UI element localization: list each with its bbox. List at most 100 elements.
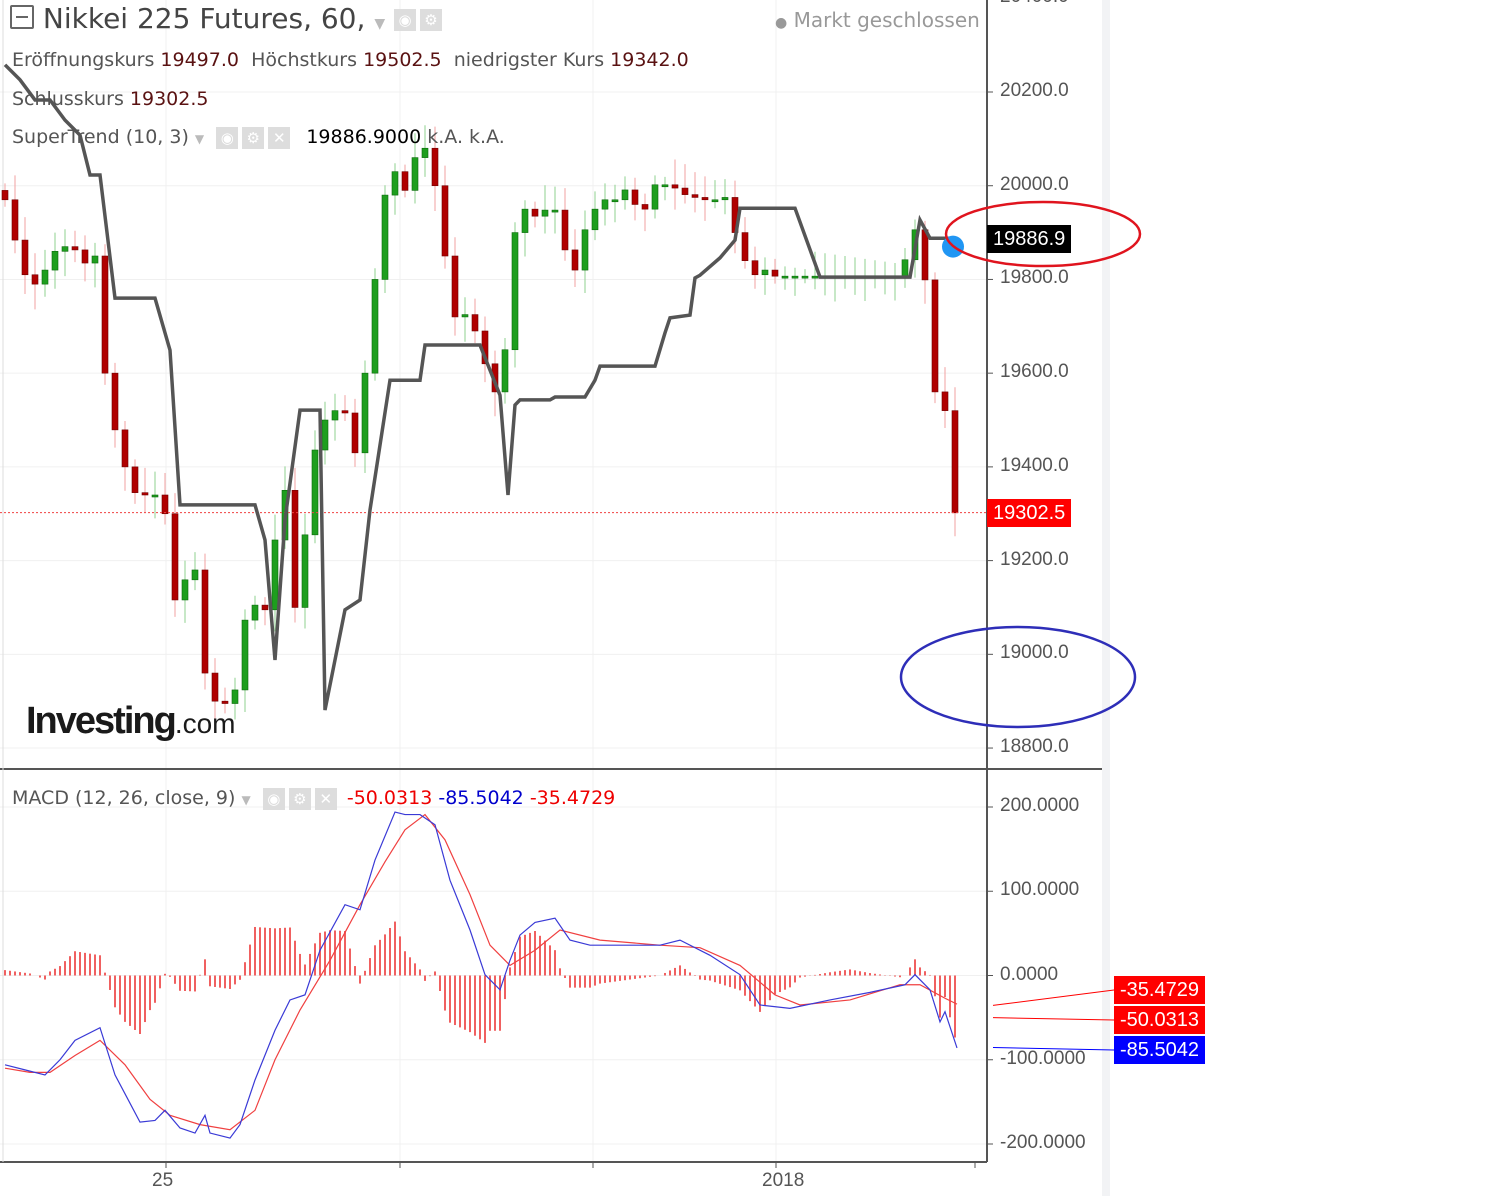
supertrend-price-label: 19886.9 [987, 225, 1072, 253]
macd-line [4, 811, 958, 1139]
candlestick [591, 208, 599, 231]
candlestick [941, 391, 949, 411]
candlestick [421, 147, 429, 158]
gear-icon[interactable]: ⚙ [420, 9, 442, 31]
macd-axis-tick-label: 200.0000 [1000, 795, 1080, 816]
candlestick [681, 187, 689, 195]
investing-logo: Investing.com [26, 700, 236, 742]
candlestick [661, 184, 669, 188]
macd-label-connector [992, 1017, 1115, 1021]
candlestick [581, 229, 589, 271]
chart-title-row: Nikkei 225 Futures, 60, ▼ ◉ ⚙ [10, 2, 446, 35]
candlestick [81, 249, 89, 264]
macd-label-connector [992, 989, 1115, 1006]
close-label: Schlusskurs [12, 88, 124, 110]
macd-signal-line [4, 813, 958, 1131]
price-axis-tick-label: 19000.0 [1000, 642, 1069, 664]
candlestick [231, 689, 239, 704]
candlestick [431, 147, 439, 187]
macd-histogram-value: -35.4729 [529, 787, 616, 809]
candlestick [71, 246, 79, 251]
eye-icon[interactable]: ◉ [262, 787, 285, 810]
chevron-down-icon[interactable]: ▼ [241, 793, 251, 807]
candlestick [691, 194, 699, 198]
candlestick [811, 275, 819, 279]
gear-icon[interactable]: ⚙ [288, 787, 311, 810]
close-icon[interactable]: ✕ [268, 126, 291, 149]
time-axis-tick-label: 25 [152, 1170, 174, 1191]
macd-histogram-label: -35.4729 [1114, 976, 1205, 1004]
eye-icon[interactable]: ◉ [394, 9, 416, 31]
chart-title: Nikkei 225 Futures, 60, [42, 2, 366, 35]
macd-axis-tick-label: 0.0000 [1000, 963, 1059, 985]
chevron-down-icon[interactable]: ▼ [194, 132, 205, 146]
price-axis-tick-label: 19400.0 [1000, 454, 1069, 476]
candlestick [291, 490, 299, 608]
close-icon[interactable]: ✕ [314, 787, 337, 810]
candlestick [361, 372, 369, 454]
candlestick [141, 492, 149, 496]
candlestick [91, 255, 99, 264]
annotation-ellipse-blue [899, 625, 1137, 729]
candlestick [311, 449, 319, 536]
supertrend-na-1: k.A. [427, 126, 463, 148]
candlestick [751, 260, 759, 276]
candlestick [381, 194, 389, 280]
candlestick [741, 232, 749, 261]
supertrend-legend: SuperTrend (10, 3) ▼ ◉ ⚙ ✕ 19886.9000 k.A.… [12, 126, 505, 149]
supertrend-line [3, 63, 950, 711]
candlestick [651, 184, 659, 210]
price-axis-tick-label: 19600.0 [1000, 361, 1069, 383]
candlestick [391, 171, 399, 196]
candlestick [121, 429, 129, 468]
macd-signal-value: -50.0313 [346, 787, 433, 809]
candlestick [261, 604, 269, 611]
chevron-down-icon[interactable]: ▼ [374, 16, 386, 32]
last-price-label: 19302.5 [987, 499, 1072, 527]
candlestick [521, 208, 529, 233]
candlestick [501, 349, 509, 393]
candlestick [101, 255, 109, 374]
candlestick [271, 539, 279, 611]
candlestick [611, 199, 619, 203]
candlestick [711, 199, 719, 203]
candlestick [451, 255, 459, 318]
candlestick [601, 199, 609, 210]
price-axis-tick-label: 19800.0 [1000, 267, 1069, 289]
supertrend-label[interactable]: SuperTrend (10, 3) [12, 126, 189, 148]
candlestick [11, 199, 19, 241]
candlestick [221, 700, 229, 704]
candlestick [771, 269, 779, 277]
candlestick [151, 494, 159, 498]
candlestick [351, 412, 359, 454]
price-axis-tick-label: 19200.0 [1000, 548, 1069, 570]
low-value: 19342.0 [610, 49, 689, 71]
macd-legend: MACD (12, 26, close, 9) ▼ ◉ ⚙ ✕ -50.0313 -… [12, 787, 615, 810]
high-label: Höchstkurs [251, 49, 358, 71]
candlestick [791, 275, 799, 279]
candlestick [721, 197, 729, 201]
supertrend-value: 19886.9000 [306, 126, 422, 148]
market-status-text: Markt geschlossen [793, 8, 980, 32]
candlestick [181, 579, 189, 601]
eye-icon[interactable]: ◉ [216, 126, 239, 149]
candlestick [671, 184, 679, 189]
gear-icon[interactable]: ⚙ [242, 126, 265, 149]
candlestick [321, 419, 329, 451]
macd-signal-label: -50.0313 [1114, 1006, 1205, 1034]
candlestick [191, 569, 199, 581]
scroll-border [1102, 0, 1110, 1196]
macd-axis-tick-label: -200.0000 [1000, 1132, 1086, 1153]
open-label: Eröffnungskurs [12, 49, 155, 71]
candlestick [931, 279, 939, 393]
candlestick [161, 494, 169, 515]
candlestick [701, 197, 709, 201]
macd-axis-tick-label: -100.0000 [1000, 1047, 1086, 1069]
macd-label[interactable]: MACD (12, 26, close, 9) [12, 787, 236, 809]
candlestick [901, 259, 909, 277]
candlestick [471, 314, 479, 332]
collapse-icon[interactable] [10, 5, 34, 29]
candlestick [541, 209, 549, 217]
macd-axis-tick-label: 100.0000 [1000, 879, 1080, 901]
